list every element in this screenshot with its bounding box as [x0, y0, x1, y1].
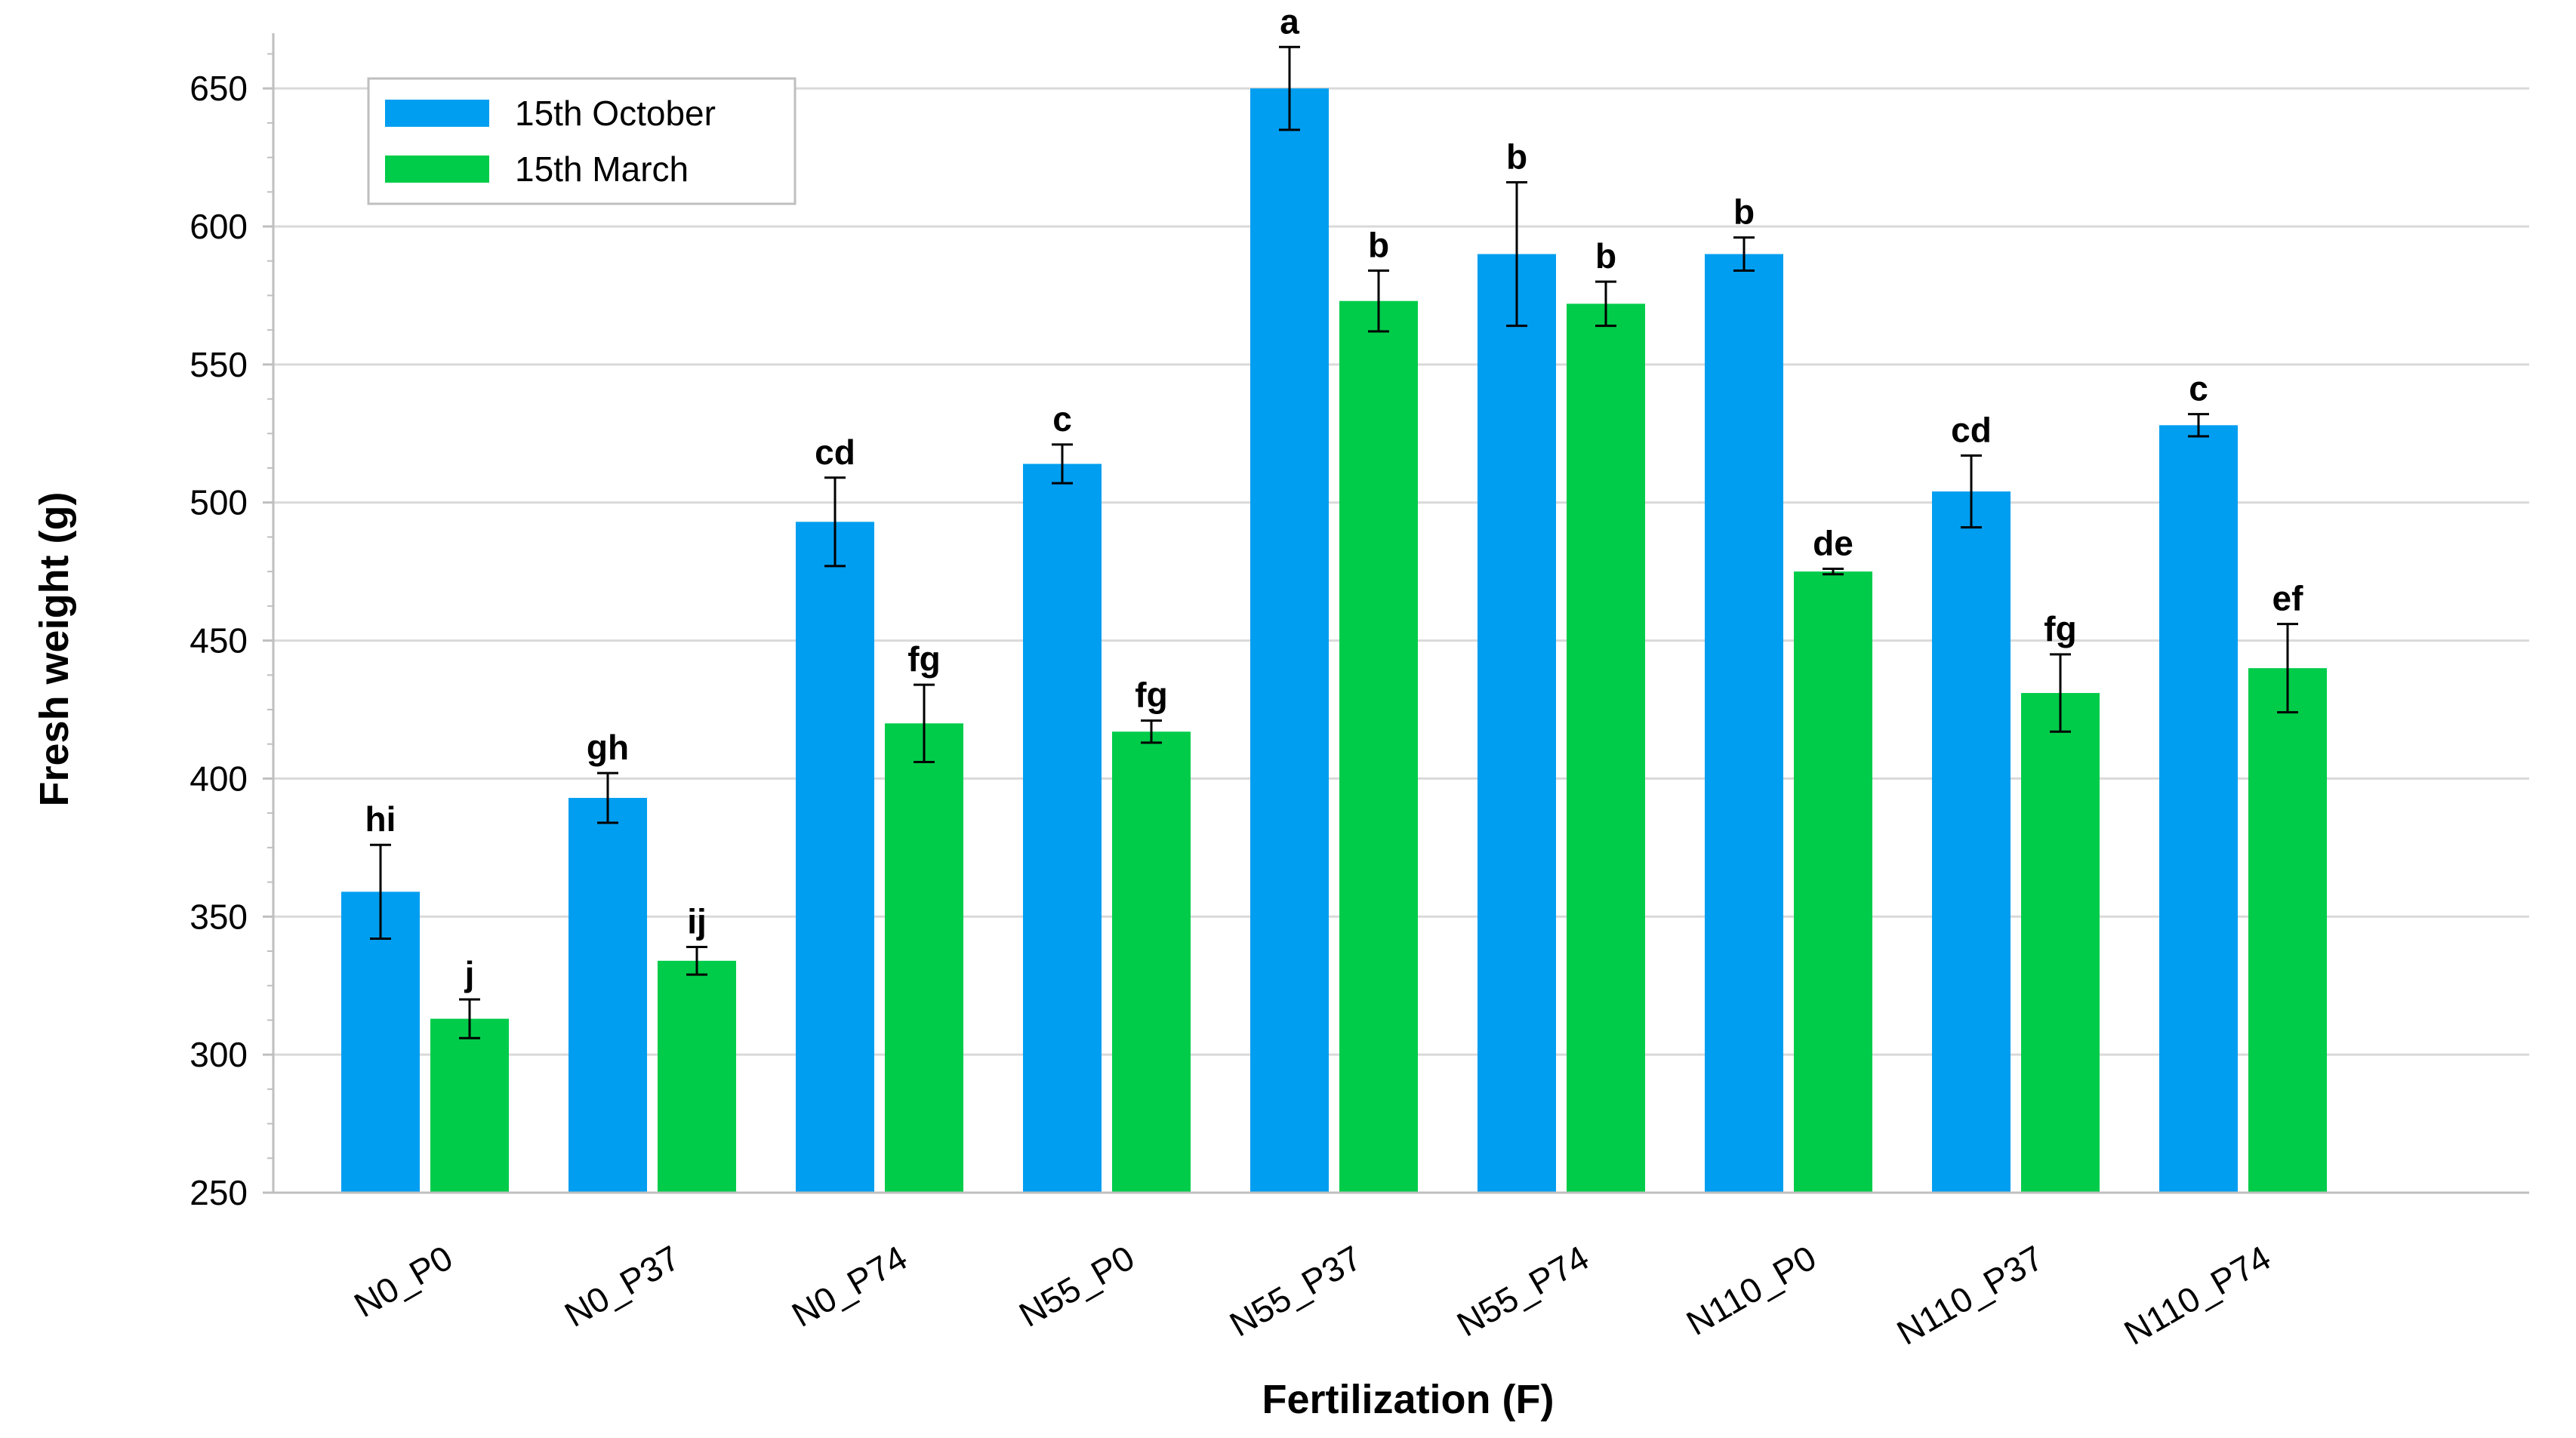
x-tick-label-N55_P74: N55_P74: [1450, 1238, 1595, 1344]
bar-october-N0_P74: [796, 522, 874, 1193]
legend-swatch-march: [385, 156, 489, 183]
significance-letter-march-N110_P74: ef: [2272, 579, 2304, 618]
legend: 15th October 15th March: [367, 77, 797, 205]
x-tick-label-N55_P0: N55_P0: [1012, 1238, 1141, 1335]
significance-letter-march-N0_P74: fg: [907, 639, 940, 679]
significance-letter-october-N0_P74: cd: [815, 433, 855, 472]
bar-march-N55_P0: [1112, 731, 1191, 1193]
bar-october-N55_P37: [1250, 88, 1329, 1193]
bar-march-N110_P0: [1794, 571, 1872, 1193]
significance-letter-october-N55_P0: c: [1052, 399, 1072, 439]
significance-letter-october-N110_P0: b: [1733, 192, 1755, 232]
bar-march-N110_P37: [2021, 693, 2100, 1193]
bar-march-N55_P74: [1567, 303, 1645, 1193]
x-tick-label-N0_P37: N0_P37: [558, 1238, 686, 1335]
significance-letter-march-N110_P37: fg: [2044, 609, 2076, 648]
legend-label-march: 15th March: [515, 149, 689, 189]
x-tick-label-N0_P0: N0_P0: [347, 1238, 459, 1325]
significance-letter-march-N0_P37: ij: [687, 902, 707, 941]
bar-october-N55_P74: [1478, 254, 1556, 1193]
error-bar-layer: [370, 45, 2298, 1039]
bar-october-N110_P0: [1705, 254, 1783, 1193]
significance-letter-october-N55_P37: a: [1280, 2, 1299, 41]
x-tick-label-N110_P0: N110_P0: [1680, 1238, 1823, 1343]
x-axis-title: Fertilization (F): [1262, 1377, 1555, 1422]
x-tick-label-N110_P74: N110_P74: [2118, 1238, 2277, 1353]
legend-label-october: 15th October: [515, 94, 716, 133]
y-axis-title: Fresh weight (g): [32, 492, 77, 807]
significance-letter-march-N0_P0: j: [464, 954, 475, 993]
y-tick-label-500: 500: [190, 483, 248, 522]
bar-october-N110_P74: [2159, 425, 2238, 1193]
bar-march-N0_P37: [658, 960, 736, 1193]
x-tick-label-N55_P37: N55_P37: [1223, 1238, 1368, 1344]
legend-box: [367, 77, 797, 205]
y-tick-label-250: 250: [190, 1173, 248, 1212]
bar-march-N110_P74: [2248, 668, 2327, 1193]
bar-march-N0_P74: [885, 723, 963, 1193]
bar-layer: [341, 88, 2327, 1193]
y-tick-label-600: 600: [190, 207, 248, 246]
significance-letter-october-N0_P37: gh: [587, 728, 629, 767]
legend-swatch-october: [385, 100, 489, 127]
y-tick-label-400: 400: [190, 759, 248, 798]
bar-october-N0_P37: [569, 798, 647, 1193]
y-tick-label-300: 300: [190, 1035, 248, 1074]
bar-march-N0_P0: [430, 1018, 509, 1193]
significance-letter-march-N55_P37: b: [1368, 226, 1389, 265]
bar-october-N55_P0: [1023, 463, 1102, 1193]
y-tick-label-550: 550: [190, 345, 248, 384]
y-tick-label-650: 650: [190, 69, 248, 108]
y-tick-label-450: 450: [190, 621, 248, 660]
bar-october-N110_P37: [1932, 491, 2011, 1193]
bar-october-N0_P0: [341, 891, 420, 1193]
bar-march-N55_P37: [1339, 300, 1418, 1193]
significance-letter-october-N0_P0: hi: [365, 799, 396, 839]
significance-letter-march-N110_P0: de: [1813, 523, 1853, 562]
label-layer: hi j gh ij cd fg c fg a b b b b de cd fg c ef: [365, 2, 2304, 993]
x-tick-label-N0_P74: N0_P74: [785, 1238, 914, 1335]
significance-letter-march-N55_P0: fg: [1135, 676, 1167, 715]
significance-letter-october-N110_P74: c: [2189, 369, 2208, 408]
significance-letter-march-N55_P74: b: [1595, 236, 1616, 276]
significance-letter-october-N110_P37: cd: [1951, 411, 1992, 450]
y-tick-label-350: 350: [190, 897, 248, 936]
significance-letter-october-N55_P74: b: [1506, 137, 1527, 176]
x-tick-label-N110_P37: N110_P37: [1890, 1238, 2050, 1353]
